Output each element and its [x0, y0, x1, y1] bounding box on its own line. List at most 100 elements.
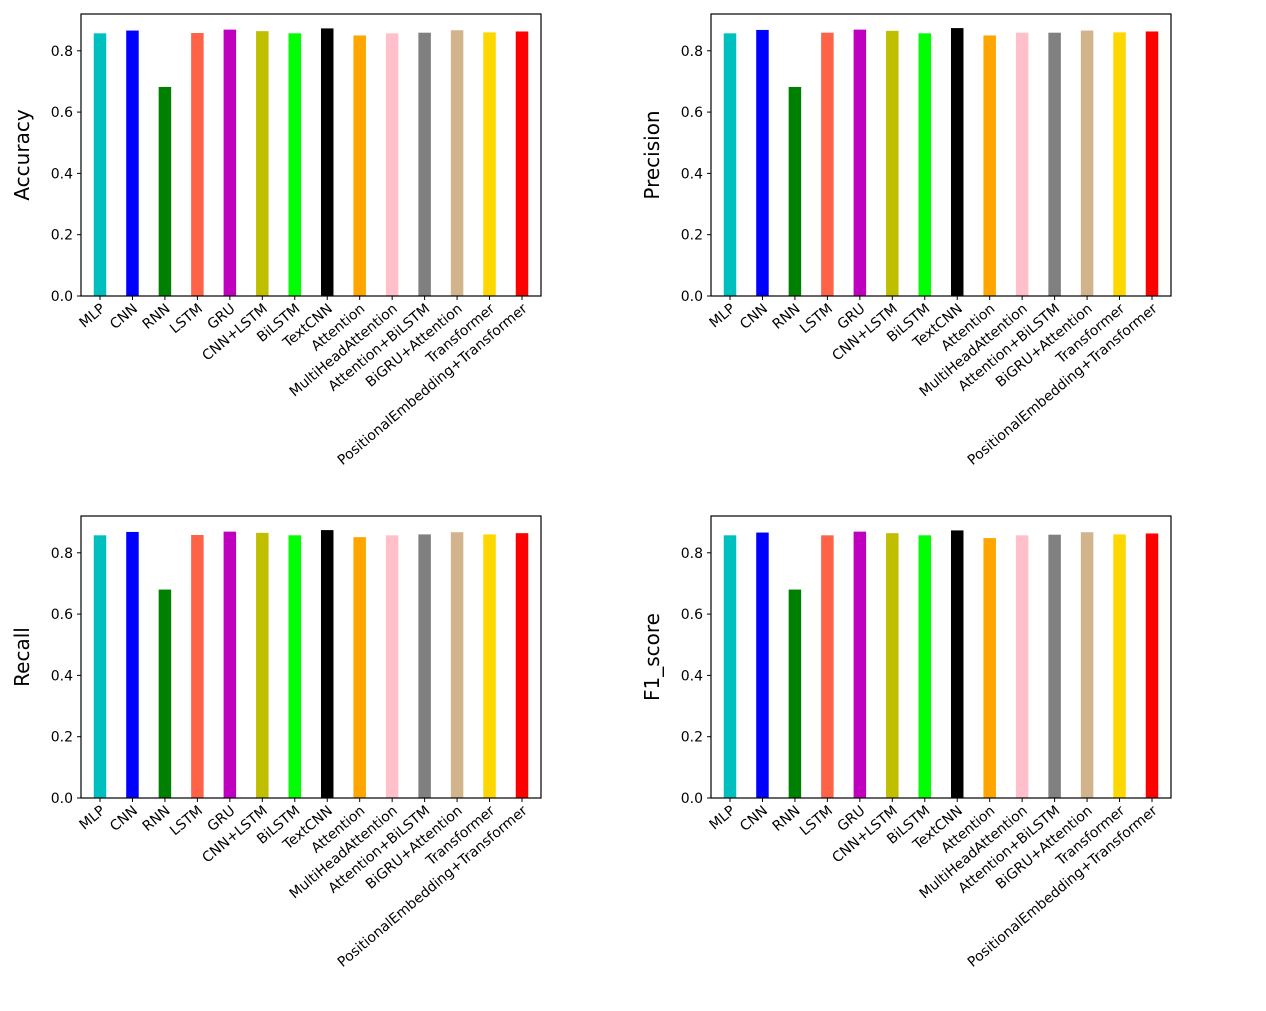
y-tick-label: 0.6 [51, 607, 73, 623]
bar-lstm [821, 535, 834, 798]
x-tick-label-cnn: CNN [737, 301, 771, 333]
y-tick-label: 0.4 [51, 668, 73, 684]
y-tick-label: 0.2 [51, 228, 73, 244]
y-tick-label: 0.8 [681, 546, 703, 562]
bar-attention-bilstm [1048, 32, 1061, 296]
bar-bigru-attention [1080, 532, 1094, 798]
bar-textcnn [320, 28, 334, 296]
bar-multiheadattention [385, 535, 399, 798]
bar-cnn [126, 30, 139, 297]
y-axis-label: Accuracy [10, 109, 34, 200]
y-tick-label: 0.2 [51, 730, 73, 746]
bar-gru [853, 531, 867, 798]
bar-cnn-lstm [886, 30, 899, 297]
bar-attention [353, 35, 366, 297]
bar-rnn [788, 589, 802, 798]
y-tick-label: 0.6 [51, 105, 73, 121]
y-tick-label: 0.0 [681, 791, 703, 807]
x-tick-label-mlp: MLP [707, 301, 739, 331]
x-tick-label-lstm: LSTM [167, 803, 206, 839]
bar-multiheadattention [1015, 535, 1029, 798]
bar-cnn [756, 29, 769, 296]
bar-lstm [191, 535, 204, 798]
y-tick-label: 0.6 [681, 607, 703, 623]
y-tick-label: 0.8 [681, 44, 703, 60]
bar-attention-bilstm [1048, 534, 1061, 798]
plot-frame [710, 515, 1172, 799]
y-tick-label: 0.2 [681, 228, 703, 244]
x-tick-label-rnn: RNN [140, 803, 174, 835]
bar-rnn [788, 86, 802, 296]
bar-positionalembedding-transformer [515, 31, 529, 296]
x-tick-label-mlp: MLP [77, 803, 109, 833]
y-axis-label: Precision [640, 110, 664, 199]
bar-attention-bilstm [418, 32, 431, 296]
bar-attention [983, 35, 996, 297]
bar-rnn [158, 589, 172, 798]
precision-panel: 0.00.20.40.60.8MLPCNNRNNLSTMGRUCNN+LSTMB… [640, 13, 1172, 469]
bar-textcnn [320, 530, 334, 798]
bar-lstm [821, 32, 834, 296]
f1-score-panel: 0.00.20.40.60.8MLPCNNRNNLSTMGRUCNN+LSTMB… [640, 515, 1172, 971]
plot-frame [80, 13, 542, 297]
bar-attention [983, 538, 996, 798]
y-tick-label: 0.0 [51, 791, 73, 807]
x-tick-label-rnn: RNN [140, 301, 174, 333]
y-tick-label: 0.2 [681, 730, 703, 746]
y-tick-label: 0.0 [681, 289, 703, 305]
bar-bigru-attention [1080, 30, 1094, 297]
bar-bilstm [288, 535, 302, 798]
bar-textcnn [950, 28, 964, 296]
bar-cnn-lstm [256, 532, 269, 798]
plot-frame [710, 13, 1172, 297]
bar-transformer [1113, 534, 1126, 798]
bar-lstm [191, 33, 204, 296]
bar-transformer [483, 32, 496, 296]
bar-cnn-lstm [886, 533, 899, 798]
bar-attention-bilstm [418, 534, 431, 798]
x-tick-label-rnn: RNN [770, 301, 804, 333]
bar-cnn [756, 532, 769, 798]
bar-gru [223, 531, 237, 798]
x-tick-label-cnn: CNN [107, 803, 141, 835]
recall-panel: 0.00.20.40.60.8MLPCNNRNNLSTMGRUCNN+LSTMB… [10, 515, 542, 971]
y-axis-label: F1_score [640, 613, 664, 701]
bar-mlp [93, 33, 107, 297]
x-tick-label-lstm: LSTM [167, 301, 206, 337]
bar-cnn-lstm [256, 31, 269, 296]
bar-mlp [723, 535, 737, 798]
y-tick-label: 0.4 [681, 166, 703, 182]
x-tick-label-cnn: CNN [107, 301, 141, 333]
y-tick-label: 0.4 [681, 668, 703, 684]
x-tick-label-mlp: MLP [707, 803, 739, 833]
bar-multiheadattention [1015, 32, 1029, 296]
x-tick-label-rnn: RNN [770, 803, 804, 835]
bar-bilstm [918, 535, 932, 798]
bar-bilstm [288, 33, 302, 297]
bar-transformer [1113, 32, 1126, 296]
bar-attention [353, 537, 366, 798]
bar-multiheadattention [385, 33, 399, 297]
bar-rnn [158, 86, 172, 296]
bar-positionalembedding-transformer [1145, 31, 1159, 296]
bar-textcnn [950, 530, 964, 798]
bar-transformer [483, 534, 496, 798]
bar-gru [853, 29, 867, 296]
bar-bigru-attention [450, 532, 464, 798]
bar-mlp [93, 535, 107, 798]
bar-mlp [723, 33, 737, 297]
y-tick-label: 0.8 [51, 44, 73, 60]
x-tick-label-cnn: CNN [737, 803, 771, 835]
bar-bigru-attention [450, 30, 464, 296]
plot-frame [80, 515, 542, 799]
y-tick-label: 0.0 [51, 289, 73, 305]
y-axis-label: Recall [10, 627, 34, 687]
x-tick-label-mlp: MLP [77, 301, 109, 331]
y-tick-label: 0.4 [51, 166, 73, 182]
bar-bilstm [918, 33, 932, 297]
bar-positionalembedding-transformer [515, 533, 529, 798]
accuracy-panel: 0.00.20.40.60.8MLPCNNRNNLSTMGRUCNN+LSTMB… [10, 13, 542, 469]
bar-gru [223, 29, 237, 296]
x-tick-label-lstm: LSTM [797, 301, 836, 337]
